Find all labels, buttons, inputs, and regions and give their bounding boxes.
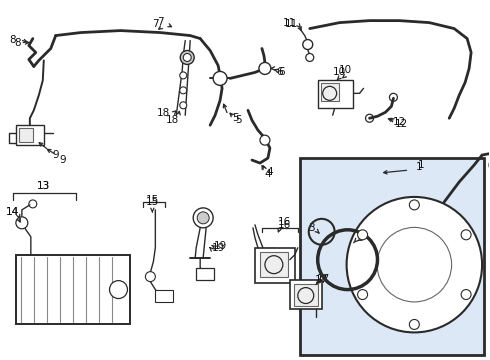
- Circle shape: [29, 200, 37, 208]
- Text: 7: 7: [157, 17, 164, 27]
- Circle shape: [358, 230, 368, 240]
- Circle shape: [461, 230, 471, 240]
- Text: 15: 15: [146, 195, 159, 205]
- Circle shape: [213, 71, 227, 85]
- Circle shape: [16, 217, 28, 229]
- Text: 14: 14: [6, 207, 20, 217]
- Text: 8: 8: [10, 35, 16, 45]
- Text: 11: 11: [285, 19, 298, 28]
- Circle shape: [183, 54, 191, 62]
- Circle shape: [193, 208, 213, 228]
- Circle shape: [259, 62, 271, 75]
- Text: 7: 7: [152, 19, 159, 28]
- Bar: [318, 80, 353, 108]
- Text: 19: 19: [212, 243, 225, 253]
- Circle shape: [346, 197, 482, 332]
- Text: 9: 9: [52, 150, 59, 160]
- Text: 16: 16: [278, 217, 292, 227]
- Text: 2: 2: [356, 233, 363, 243]
- Bar: [16, 125, 44, 145]
- Text: 4: 4: [267, 167, 273, 177]
- Circle shape: [180, 72, 187, 79]
- Bar: [155, 289, 173, 302]
- Circle shape: [180, 102, 187, 109]
- Text: 19: 19: [214, 241, 227, 251]
- Circle shape: [461, 289, 471, 300]
- Text: 11: 11: [283, 18, 296, 28]
- Text: 6: 6: [276, 67, 283, 77]
- Bar: [300, 158, 484, 355]
- Text: 13: 13: [37, 181, 50, 191]
- Text: 18: 18: [166, 115, 179, 125]
- Bar: [19, 128, 33, 142]
- Text: 1: 1: [416, 162, 423, 172]
- Bar: [321, 84, 339, 101]
- Text: 13: 13: [37, 181, 50, 191]
- Bar: [255, 248, 295, 283]
- Bar: [16, 255, 130, 324]
- Text: 4: 4: [265, 169, 271, 179]
- Circle shape: [409, 200, 419, 210]
- Circle shape: [390, 93, 397, 101]
- Text: 10: 10: [333, 67, 346, 77]
- Bar: [290, 280, 322, 310]
- Circle shape: [180, 50, 194, 64]
- Text: 17: 17: [315, 275, 328, 285]
- Circle shape: [409, 319, 419, 329]
- Text: 12: 12: [395, 119, 408, 129]
- Text: 14: 14: [6, 207, 20, 217]
- Circle shape: [358, 289, 368, 300]
- Circle shape: [366, 114, 373, 122]
- Text: 18: 18: [157, 108, 170, 118]
- Text: 5: 5: [232, 113, 238, 123]
- Circle shape: [197, 212, 209, 224]
- Circle shape: [306, 54, 314, 62]
- Bar: [294, 284, 318, 306]
- Text: 6: 6: [278, 67, 285, 77]
- Circle shape: [180, 87, 187, 94]
- Text: 1: 1: [418, 160, 425, 170]
- Circle shape: [489, 158, 490, 172]
- Text: 12: 12: [393, 117, 406, 127]
- Text: 10: 10: [339, 66, 352, 76]
- Text: 16: 16: [278, 220, 292, 230]
- Text: 3: 3: [308, 223, 315, 233]
- Bar: [196, 268, 214, 280]
- Text: 9: 9: [59, 155, 66, 165]
- Text: 17: 17: [317, 274, 330, 284]
- Circle shape: [146, 272, 155, 282]
- Text: 15: 15: [146, 197, 159, 207]
- Circle shape: [110, 280, 127, 298]
- Bar: [260, 252, 288, 276]
- Text: 5: 5: [235, 115, 242, 125]
- Circle shape: [303, 40, 313, 50]
- Circle shape: [260, 135, 270, 145]
- Text: 8: 8: [15, 37, 21, 48]
